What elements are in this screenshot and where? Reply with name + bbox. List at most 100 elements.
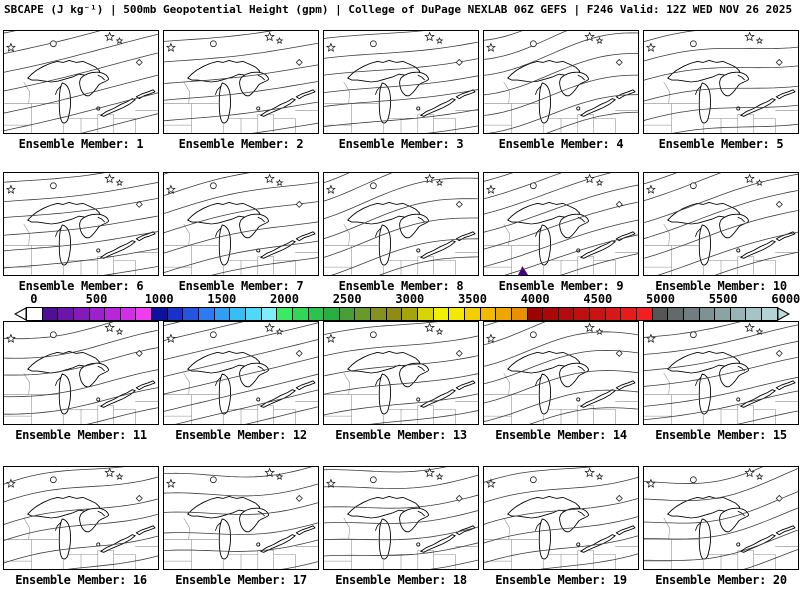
star-icon [435,178,444,186]
star-icon [5,184,16,194]
panel-row-4: Ensemble Member: 16 Ensemble Member: 17 … [3,466,799,587]
star-icon [424,322,435,333]
star-icon [645,333,656,343]
great-lakes [347,201,476,266]
star-icon [104,173,115,184]
ensemble-map [163,321,319,425]
star-icon [275,36,284,44]
star-icon [165,333,176,343]
star-icon [165,42,176,52]
panel-caption: Ensemble Member: 9 [498,279,624,293]
panel-row-1: Ensemble Member: 1 Ensemble Member: 2 En… [3,30,799,151]
colorbar-cell [230,308,246,320]
circle-marker-icon [530,182,537,190]
ensemble-map [483,30,639,134]
ensemble-panel-6: Ensemble Member: 6 [3,172,159,293]
colorbar-tick-label: 500 [85,292,108,306]
star-icon [104,467,115,478]
colorbar-cell [574,308,591,320]
diamond-marker-icon [615,58,623,66]
star-icon [435,472,444,480]
ensemble-panel-13: Ensemble Member: 13 [323,321,479,442]
colorbar-cell [339,308,356,320]
colorbar-cell [183,308,200,320]
map-symbols [5,467,143,502]
diamond-marker-icon [455,200,463,208]
map-symbols [165,467,303,502]
star-icon [755,178,764,186]
great-lakes [187,201,316,266]
star-icon [485,184,496,194]
circle-marker-icon [690,40,697,48]
circle-marker-icon [530,331,537,339]
star-icon [115,327,124,335]
star-icon [264,173,275,184]
colorbar-cell [621,308,637,320]
star-icon [485,333,496,343]
ensemble-panel-15: Ensemble Member: 15 [643,321,799,442]
star-icon [435,327,444,335]
colorbar-tick-label: 6000 [771,292,800,306]
ensemble-panel-5: Ensemble Member: 5 [643,30,799,151]
diamond-marker-icon [455,349,463,357]
colorbar-tick-label: 1000 [144,292,174,306]
colorbar-cell [558,308,575,320]
map-symbols [485,173,623,208]
ensemble-panel-2: Ensemble Member: 2 [163,30,319,151]
height-contours [4,31,158,133]
great-lakes [347,495,476,560]
star-icon [5,42,16,52]
colorbar-cell [527,308,544,320]
colorbar: 0 500 1000 1500 2000 2500 3000 3500 4000 4500 5000… [14,292,800,321]
panel-caption: Ensemble Member: 11 [15,428,147,442]
panel-row-2: Ensemble Member: 6 Ensemble Member: 7 En… [3,172,799,293]
state-borders [324,372,478,424]
panel-caption: Ensemble Member: 15 [655,428,787,442]
panel-caption: Ensemble Member: 12 [175,428,307,442]
star-icon [325,42,336,52]
colorbar-cell [480,308,497,320]
colorbar-cell [715,308,731,320]
circle-marker-icon [210,182,217,190]
map-symbols [485,31,623,66]
star-icon [584,322,595,333]
colorbar-cell [668,308,684,320]
colorbar-cell [136,308,153,320]
colorbar-cell [652,308,669,320]
colorbar-cell [683,308,700,320]
star-icon [645,478,656,488]
circle-marker-icon [690,331,697,339]
panel-caption: Ensemble Member: 5 [658,137,784,151]
star-icon [744,467,755,478]
ensemble-panel-7: Ensemble Member: 7 [163,172,319,293]
circle-marker-icon [690,182,697,190]
panel-caption: Ensemble Member: 18 [335,573,467,587]
circle-marker-icon [50,40,57,48]
circle-marker-icon [370,40,377,48]
panel-caption: Ensemble Member: 14 [495,428,627,442]
ensemble-map [643,172,799,276]
panel-caption: Ensemble Member: 13 [335,428,467,442]
ensemble-map [483,321,639,425]
colorbar-tick-label: 3500 [458,292,487,306]
colorbar-cell [543,308,559,320]
diamond-marker-icon [135,494,143,502]
map-symbols [325,31,463,66]
circle-marker-icon [690,476,697,484]
colorbar-cell [511,308,528,320]
colorbar-cell [730,308,747,320]
star-icon [584,173,595,184]
height-contours [164,31,318,133]
star-icon [595,36,604,44]
star-icon [424,467,435,478]
star-icon [755,327,764,335]
circle-marker-icon [210,476,217,484]
colorbar-tick-label: 1500 [207,292,237,306]
colorbar-cell [245,308,262,320]
colorbar-cell [308,308,325,320]
panel-caption: Ensemble Member: 6 [18,279,144,293]
colorbar-cell [402,308,419,320]
ensemble-map [323,466,479,570]
colorbar-cell [371,308,387,320]
great-lakes [507,59,636,124]
